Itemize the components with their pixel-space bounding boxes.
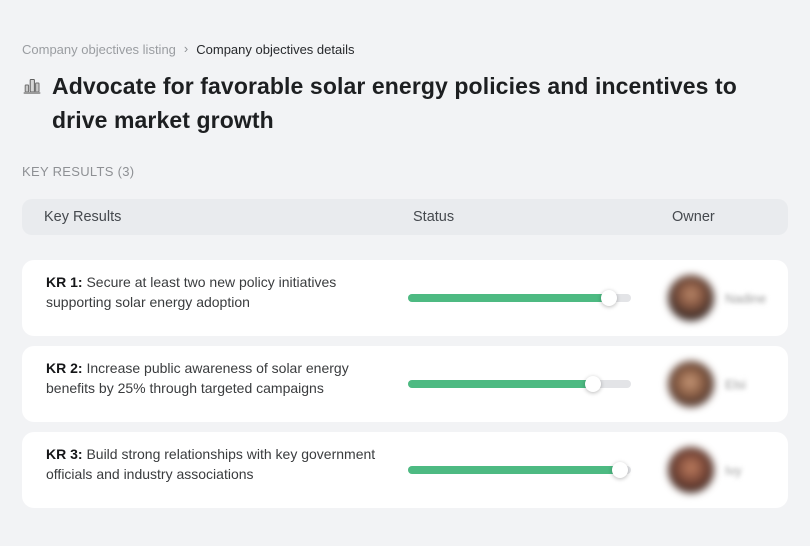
column-header-status: Status <box>413 209 455 225</box>
key-result-row-1[interactable]: KR 1: Secure at least two new policy ini… <box>22 260 788 336</box>
key-result-row-3[interactable]: KR 3: Build strong relationships with ke… <box>22 432 788 508</box>
owner-name: Elsi <box>725 376 746 392</box>
owner-cell: Nadine <box>668 275 788 321</box>
progress-fill <box>408 290 617 306</box>
owner-cell: Elsi <box>668 361 788 407</box>
key-result-row-2[interactable]: KR 2: Increase public awareness of solar… <box>22 346 788 422</box>
kr-label: KR 2: <box>46 360 83 376</box>
owner-avatar <box>668 447 714 493</box>
owner-avatar <box>668 361 714 407</box>
owner-name: Ivy <box>725 462 742 478</box>
progress-slider[interactable] <box>408 462 631 478</box>
key-results-count-label: KEY RESULTS (3) <box>22 164 135 179</box>
owner-cell: Ivy <box>668 447 788 493</box>
progress-slider-knob[interactable] <box>585 376 602 392</box>
owner-avatar <box>668 275 714 321</box>
page-content: Company objectives listing › Company obj… <box>22 40 788 508</box>
company-building-icon <box>22 76 42 101</box>
kr-label: KR 1: <box>46 274 83 290</box>
breadcrumb-item-listing[interactable]: Company objectives listing <box>22 41 176 57</box>
table-header: Key Results Status Owner <box>22 199 788 235</box>
progress-slider-knob[interactable] <box>600 290 617 306</box>
breadcrumb-item-details: Company objectives details <box>196 41 355 57</box>
column-header-owner: Owner <box>672 209 715 225</box>
kr-label: KR 3: <box>46 446 83 462</box>
chevron-right-icon: › <box>183 40 189 56</box>
objective-header: Advocate for favorable solar energy poli… <box>22 69 788 137</box>
progress-fill <box>408 376 602 392</box>
kr-description: Increase public awareness of solar energ… <box>46 360 349 396</box>
kr-description: Secure at least two new policy initiativ… <box>46 274 337 310</box>
progress-slider-knob[interactable] <box>611 462 628 478</box>
progress-slider[interactable] <box>408 376 631 392</box>
progress-slider[interactable] <box>408 290 631 306</box>
column-header-key-results: Key Results <box>44 209 122 225</box>
progress-fill <box>408 462 628 478</box>
key-result-text: KR 3: Build strong relationships with ke… <box>46 432 391 484</box>
kr-description: Build strong relationships with key gove… <box>46 446 376 482</box>
key-result-text: KR 2: Increase public awareness of solar… <box>46 346 391 398</box>
objective-title: Advocate for favorable solar energy poli… <box>52 73 737 133</box>
breadcrumb: Company objectives listing › Company obj… <box>22 40 788 58</box>
key-result-text: KR 1: Secure at least two new policy ini… <box>46 260 391 312</box>
owner-name: Nadine <box>725 290 767 306</box>
